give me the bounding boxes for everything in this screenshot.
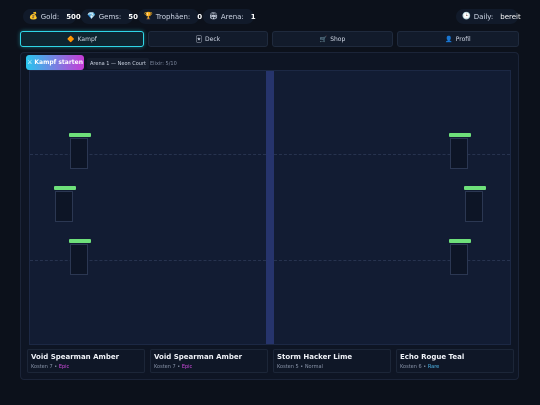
tower-health-bar [449,239,471,243]
card-separator: • [177,364,181,370]
hand-card[interactable]: Storm Hacker Lime Kosten 5 • Normal [273,349,391,373]
tower-body [450,138,468,169]
daily-stat[interactable]: 🕒 Daily: bereit [456,9,521,24]
tab-label: Deck [205,35,221,43]
daily-label: Daily: [473,12,494,21]
start-battle-label: Kampf starten [34,59,83,66]
tower-body [465,191,483,222]
gems-value: 50 [128,12,139,21]
card-name: Storm Hacker Lime [277,353,353,361]
gold-label: Gold: [40,12,60,21]
battle-tab-icon: 🔶 [67,35,75,43]
tower-body [55,191,73,222]
clock-icon: 🕒 [462,12,471,20]
arena-label: Arena: [220,12,244,21]
tower-health-bar [449,133,471,137]
player-tower-king [54,186,76,222]
card-name: Void Spearman Amber [31,353,120,361]
card-rarity: Epic [58,364,70,370]
card-meta: Kosten 7 • Epic [31,364,141,370]
enemy-tower-bottom [449,239,471,275]
tab-label: Profil [455,35,471,43]
hand-card[interactable]: Void Spearman Amber Kosten 7 • Epic [27,349,145,373]
main-tabs: 🔶 Kampf 🃏 Deck 🛒 Shop 👤 Profil [20,31,519,47]
tower-body [70,244,88,275]
tower-health-bar [69,239,91,243]
trophy-icon: 🏆 [144,12,153,20]
card-rarity: Epic [181,364,193,370]
card-meta: Kosten 7 • Epic [154,364,264,370]
arena-name: Arena 1 — Neon Court [87,58,149,69]
card-rarity: Rare [427,364,440,370]
gold-stat: 💰 Gold: 500 [23,9,81,24]
deck-tab-icon: 🃏 [195,35,203,43]
tower-health-bar [69,133,91,137]
gold-value: 500 [66,12,81,21]
top-stats-bar: 💰 Gold: 500 💎 Gems: 50 🏆 Trophäen: 0 🏟 A… [0,0,540,32]
trophies-value: 0 [197,12,203,21]
tower-body [70,138,88,169]
card-rarity: Normal [304,364,323,370]
card-cost: Kosten 7 [154,364,176,370]
enemy-tower-king [464,186,486,222]
gem-icon: 💎 [87,12,96,20]
tower-health-bar [464,186,486,190]
tab-deck[interactable]: 🃏 Deck [148,31,268,47]
gold-icon: 💰 [29,12,38,20]
tab-label: Shop [330,35,346,43]
trophies-label: Trophäen: [155,12,191,21]
arena-value: 1 [250,12,256,21]
gems-label: Gems: [98,12,122,21]
player-tower-top [69,133,91,169]
lane-line [30,154,266,155]
tower-body [450,244,468,275]
card-cost: Kosten 7 [31,364,53,370]
card-meta: Kosten 6 • Rare [400,364,510,370]
daily-value: bereit [500,12,521,21]
card-separator: • [423,364,427,370]
hand-card[interactable]: Echo Rogue Teal Kosten 6 • Rare [396,349,514,373]
arena-icon: 🏟 [209,12,218,20]
tab-kampf[interactable]: 🔶 Kampf [20,31,144,47]
card-cost: Kosten 5 [277,364,299,370]
swords-icon: ⚔ [27,59,33,66]
trophies-stat: 🏆 Trophäen: 0 [138,9,203,24]
enemy-tower-top [449,133,471,169]
river-divider [266,71,274,344]
profile-tab-icon: 👤 [445,35,453,43]
card-cost: Kosten 6 [400,364,422,370]
card-separator: • [300,364,304,370]
elixir-counter: Elixir: 5/10 [150,60,177,67]
lane-line [30,260,266,261]
arena-stat: 🏟 Arena: 1 [203,9,256,24]
card-separator: • [54,364,58,370]
tab-label: Kampf [77,35,97,43]
start-battle-button[interactable]: ⚔ Kampf starten [26,55,84,70]
lane-line [274,260,510,261]
lane-line [274,154,510,155]
card-name: Void Spearman Amber [154,353,243,361]
tower-health-bar [54,186,76,190]
gems-stat: 💎 Gems: 50 [81,9,138,24]
tab-profil[interactable]: 👤 Profil [397,31,519,47]
shop-tab-icon: 🛒 [319,35,328,43]
hand-card[interactable]: Void Spearman Amber Kosten 7 • Epic [150,349,268,373]
card-meta: Kosten 5 • Normal [277,364,387,370]
card-name: Echo Rogue Teal [400,353,465,361]
tab-shop[interactable]: 🛒 Shop [272,31,393,47]
player-tower-bottom [69,239,91,275]
